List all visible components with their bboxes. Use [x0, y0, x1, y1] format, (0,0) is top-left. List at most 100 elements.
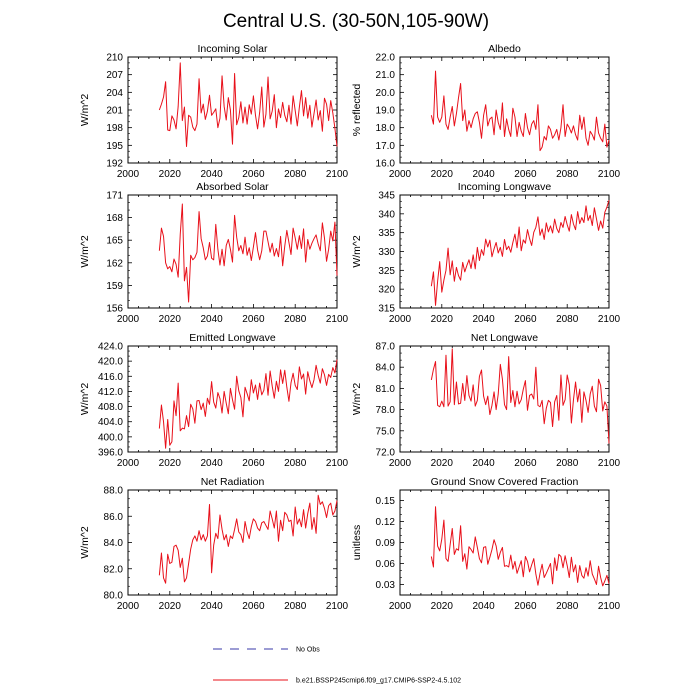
incoming-longwave-y-tick-label: 340: [378, 209, 395, 220]
emitted-longwave-y-axis-label: W/m^2: [79, 383, 91, 416]
albedo-y-tick-label: 16.0: [376, 159, 396, 170]
incoming-longwave-title: Incoming Longwave: [458, 181, 552, 193]
albedo-y-tick-label: 22.0: [376, 53, 396, 64]
absorbed-solar-y-axis-label: W/m^2: [79, 235, 91, 268]
net-radiation-x-tick-label: 2060: [242, 601, 265, 612]
ground-snow-covered-fraction-series-line: [430, 506, 610, 587]
incoming-longwave-y-tick-label: 335: [378, 228, 395, 239]
incoming-solar-y-tick-label: 192: [106, 159, 123, 170]
net-longwave-x-tick-label: 2000: [389, 458, 412, 469]
absorbed-solar-title: Absorbed Solar: [196, 181, 269, 193]
absorbed-solar-x-tick-label: 2000: [117, 314, 140, 325]
albedo-x-tick-label: 2040: [472, 169, 495, 180]
incoming-longwave-y-tick-label: 315: [378, 304, 395, 315]
panel-grid: Incoming Solar W/m^2 2000 2020 2040 2060 2080 2…: [79, 43, 621, 612]
ground-snow-covered-fraction-y-tick-label: 0.09: [376, 538, 396, 549]
incoming-solar-y-axis-label: W/m^2: [79, 94, 91, 127]
emitted-longwave-x-tick-label: 2040: [200, 458, 223, 469]
absorbed-solar-series-line: [158, 203, 338, 303]
albedo-y-tick-label: 18.0: [376, 123, 396, 134]
absorbed-solar-y-tick-label: 162: [106, 258, 123, 269]
net-longwave-y-tick-label: 78.0: [376, 405, 396, 416]
albedo-x-tick-label: 2020: [431, 169, 454, 180]
emitted-longwave-y-tick-label: 396.0: [98, 448, 123, 459]
net-longwave-y-tick-label: 75.0: [376, 426, 396, 437]
incoming-solar-y-tick-label: 195: [106, 141, 123, 152]
net-radiation-series-line: [158, 494, 338, 584]
net-longwave-x-tick-label: 2100: [598, 458, 621, 469]
ground-snow-covered-fraction-y-tick-label: 0.15: [376, 496, 396, 507]
albedo-y-tick-label: 19.0: [376, 106, 396, 117]
legend: No Obs b.e21.BSSP245cmip6.f09_g17.CMIP6-…: [213, 647, 461, 685]
incoming-solar-y-tick-label: 198: [106, 123, 123, 134]
emitted-longwave-series-line: [158, 359, 338, 449]
net-radiation-y-tick-label: 88.0: [104, 486, 124, 497]
emitted-longwave-x-tick-label: 2060: [242, 458, 265, 469]
ground-snow-covered-fraction-x-tick-label: 2040: [472, 601, 495, 612]
net-longwave-y-axis-label: W/m^2: [351, 383, 363, 416]
net-radiation-x-tick-label: 2020: [159, 601, 182, 612]
ground-snow-covered-fraction-y-axis-label: unitless: [351, 525, 363, 561]
emitted-longwave-y-tick-label: 408.0: [98, 402, 123, 413]
legend-obs-label: No Obs: [296, 647, 320, 654]
ground-snow-covered-fraction-y-tick-label: 0.03: [376, 580, 396, 591]
net-longwave-title: Net Longwave: [471, 332, 538, 344]
incoming-solar-series-line: [158, 62, 338, 148]
albedo-y-axis-label: % reflected: [351, 84, 363, 137]
emitted-longwave-x-tick-label: 2100: [326, 458, 349, 469]
net-longwave-x-tick-label: 2040: [472, 458, 495, 469]
albedo-x-tick-label: 2080: [556, 169, 579, 180]
incoming-longwave-series-line: [430, 200, 610, 306]
incoming-longwave-y-tick-label: 325: [378, 266, 395, 277]
incoming-longwave-x-tick-label: 2000: [389, 314, 412, 325]
ground-snow-covered-fraction-title: Ground Snow Covered Fraction: [431, 476, 579, 488]
incoming-longwave-y-tick-label: 320: [378, 285, 395, 296]
absorbed-solar-x-tick-label: 2040: [200, 314, 223, 325]
net-radiation-y-tick-label: 82.0: [104, 564, 124, 575]
incoming-longwave-x-tick-label: 2040: [472, 314, 495, 325]
incoming-solar-y-tick-label: 201: [106, 106, 123, 117]
incoming-solar-x-tick-label: 2100: [326, 169, 349, 180]
net-radiation-x-tick-label: 2100: [326, 601, 349, 612]
incoming-solar-y-tick-label: 210: [106, 53, 123, 64]
ground-snow-covered-fraction-x-tick-label: 2000: [389, 601, 412, 612]
net-radiation-x-tick-label: 2080: [284, 601, 307, 612]
emitted-longwave-y-tick-label: 404.0: [98, 417, 123, 428]
absorbed-solar-x-tick-label: 2020: [159, 314, 182, 325]
emitted-longwave-y-tick-label: 420.0: [98, 357, 123, 368]
net-longwave-y-tick-label: 87.0: [376, 342, 396, 353]
albedo-x-tick-label: 2100: [598, 169, 621, 180]
net-radiation-y-tick-label: 86.0: [104, 512, 124, 523]
panel-net-radiation: Net Radiation W/m^2 2000 2020 2040 2060 2080 21…: [79, 476, 349, 612]
panel-emitted-longwave: Emitted Longwave W/m^2 2000 2020 2040 2060 208…: [79, 332, 349, 469]
ground-snow-covered-fraction-y-tick-label: 0.12: [376, 517, 396, 528]
incoming-solar-y-tick-label: 207: [106, 70, 123, 81]
panel-absorbed-solar: Absorbed Solar W/m^2 2000 2020 2040 2060 2080 2…: [79, 181, 349, 325]
net-longwave-x-tick-label: 2080: [556, 458, 579, 469]
incoming-solar-x-tick-label: 2000: [117, 169, 140, 180]
albedo-y-tick-label: 17.0: [376, 141, 396, 152]
absorbed-solar-y-tick-label: 165: [106, 236, 123, 247]
incoming-solar-title: Incoming Solar: [197, 43, 268, 55]
incoming-longwave-y-axis-label: W/m^2: [351, 235, 363, 268]
incoming-solar-x-tick-label: 2040: [200, 169, 223, 180]
incoming-longwave-y-tick-label: 330: [378, 247, 395, 258]
panel-ground-snow-covered-fraction: Ground Snow Covered Fraction unitless 2000…: [351, 476, 621, 612]
net-radiation-x-tick-label: 2040: [200, 601, 223, 612]
net-longwave-y-tick-label: 84.0: [376, 363, 396, 374]
ground-snow-covered-fraction-x-tick-label: 2060: [514, 601, 537, 612]
absorbed-solar-y-tick-label: 171: [106, 191, 123, 202]
emitted-longwave-y-tick-label: 400.0: [98, 432, 123, 443]
incoming-longwave-x-tick-label: 2020: [431, 314, 454, 325]
emitted-longwave-y-tick-label: 412.0: [98, 387, 123, 398]
absorbed-solar-x-tick-label: 2080: [284, 314, 307, 325]
net-longwave-x-tick-label: 2060: [514, 458, 537, 469]
net-longwave-x-tick-label: 2020: [431, 458, 454, 469]
ground-snow-covered-fraction-x-tick-label: 2080: [556, 601, 579, 612]
albedo-y-tick-label: 20.0: [376, 88, 396, 99]
incoming-longwave-x-tick-label: 2080: [556, 314, 579, 325]
net-longwave-y-tick-label: 81.0: [376, 384, 396, 395]
net-radiation-x-tick-label: 2000: [117, 601, 140, 612]
absorbed-solar-y-tick-label: 159: [106, 281, 123, 292]
